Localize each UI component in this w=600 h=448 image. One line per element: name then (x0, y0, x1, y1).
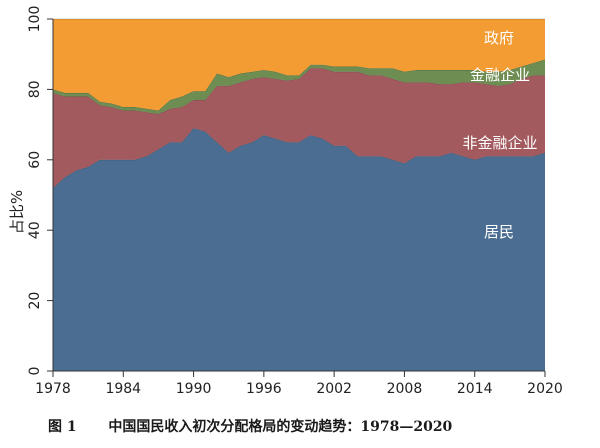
x-tick-label: 2002 (316, 381, 352, 397)
x-tick-label: 2008 (387, 381, 423, 397)
y-axis-label: 占比% (8, 190, 26, 234)
series-label-household: 居民 (484, 223, 514, 241)
series-label-financial: 金融企业 (470, 66, 530, 84)
x-tick-label: 1978 (35, 381, 71, 397)
x-tick-label: 1984 (105, 381, 141, 397)
x-tick-label: 1996 (246, 381, 282, 397)
x-axis-ticks: 1978 1984 1990 1996 2002 2008 2014 2020 (35, 371, 563, 397)
area-nonfinancial (53, 68, 545, 188)
axes (52, 19, 545, 372)
figure-number: 图 1 (48, 419, 77, 435)
series-label-government: 政府 (484, 29, 514, 47)
series-label-nonfinancial: 非金融企业 (462, 134, 537, 152)
area-household (53, 128, 545, 371)
x-tick-label: 2014 (457, 381, 493, 397)
x-tick-label: 1990 (176, 381, 212, 397)
area-financial (53, 59, 545, 115)
y-axis-ticks: 0 20 40 60 80 100 (27, 6, 53, 376)
stacked-area-chart: 1978 1984 1990 1996 2002 2008 2014 2020 0 20 40 60… (8, 6, 563, 397)
series-labels: 政府 金融企业 非金融企业 居民 (462, 29, 537, 241)
y-tick-label: 40 (27, 221, 43, 239)
figure-title: 中国国民收入初次分配格局的变动趋势：1978—2020 (108, 419, 453, 435)
area-government (53, 19, 545, 111)
x-tick-label: 2020 (527, 381, 563, 397)
area-series-group (52, 18, 546, 371)
y-tick-label: 80 (27, 80, 43, 98)
y-tick-label: 0 (27, 367, 43, 376)
y-tick-label: 60 (27, 151, 43, 169)
figure-caption: 图 1 中国国民收入初次分配格局的变动趋势：1978—2020 (48, 416, 588, 440)
y-tick-label: 20 (27, 292, 43, 310)
y-tick-label: 100 (27, 6, 43, 33)
